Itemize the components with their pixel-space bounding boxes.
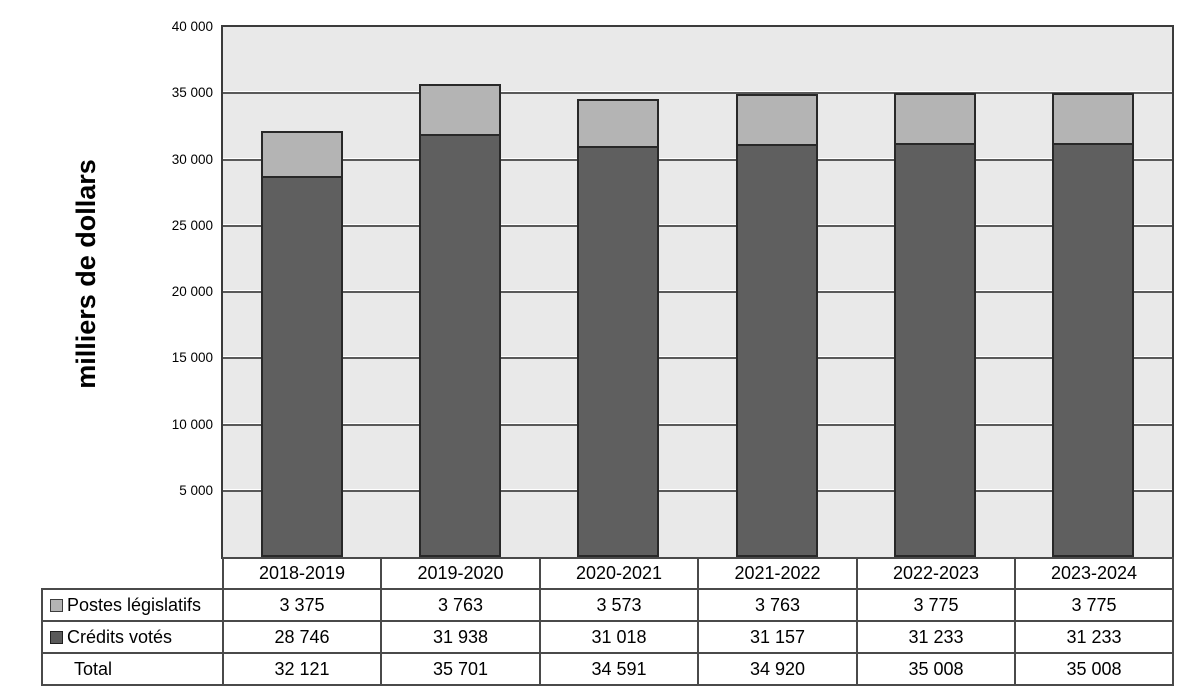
bar-2018-2019 <box>261 27 344 557</box>
legend-swatch-postes-legislatifs <box>50 598 63 612</box>
table-value-cell: 28 746 <box>222 620 382 654</box>
table-value-cell: 35 008 <box>1014 652 1174 686</box>
y-tick-label: 15 000 <box>171 350 213 366</box>
x-axis-category-cell: 2018-2019 <box>222 557 382 590</box>
bar-2022-2023 <box>893 27 976 557</box>
table-value-cell: 3 775 <box>1014 588 1174 622</box>
gridline <box>223 290 1172 293</box>
bar-segment-postes-legislatifs <box>1051 93 1134 146</box>
table-value-cell: 3 775 <box>856 588 1016 622</box>
table-row-label-text: Postes législatifs <box>67 594 202 615</box>
y-axis-title: milliers de dollars <box>71 159 101 389</box>
table-value-cell: 31 233 <box>1014 620 1174 654</box>
table-row-label-text: Total <box>74 658 113 679</box>
bar-segment-credits-votes <box>735 144 818 557</box>
table-row-label: Crédits votés <box>41 620 224 654</box>
y-tick-label: 25 000 <box>171 217 213 233</box>
x-axis-category-cell: 2022-2023 <box>856 557 1016 590</box>
table-value-cell: 31 938 <box>380 620 541 654</box>
bar-segment-credits-votes <box>577 146 660 557</box>
y-tick-label: 40 000 <box>171 19 213 34</box>
bar-segment-credits-votes <box>261 176 344 557</box>
bar-2020-2021 <box>577 27 660 557</box>
table-value-cell: 3 375 <box>222 588 382 622</box>
bar-segment-postes-legislatifs <box>893 93 976 146</box>
bar-2021-2022 <box>735 27 818 557</box>
bar-segment-postes-legislatifs <box>577 98 660 149</box>
table-row-label: Total <box>41 652 224 686</box>
legend-swatch-credits-votes <box>50 630 63 644</box>
x-axis-category-cell: 2020-2021 <box>539 557 699 590</box>
y-tick-label: 35 000 <box>171 85 213 101</box>
table-value-cell: 3 763 <box>380 588 541 622</box>
y-tick-label: 5 000 <box>179 482 213 498</box>
x-axis-category-cell: 2023-2024 <box>1014 557 1174 590</box>
bar-segment-credits-votes <box>419 133 502 557</box>
table-value-cell: 35 701 <box>380 652 541 686</box>
table-value-cell: 32 121 <box>222 652 382 686</box>
table-value-cell: 3 763 <box>697 588 858 622</box>
table-value-cell: 3 573 <box>539 588 699 622</box>
table-value-cell: 31 233 <box>856 620 1016 654</box>
bar-segment-credits-votes <box>1051 143 1134 557</box>
table-value-cell: 31 157 <box>697 620 858 654</box>
gridline <box>223 422 1172 426</box>
table-value-cell: 35 008 <box>856 652 1016 686</box>
bar-2023-2024 <box>1051 27 1134 557</box>
y-tick-label: 30 000 <box>171 151 213 167</box>
table-value-cell: 34 920 <box>697 652 858 686</box>
gridline <box>223 91 1172 95</box>
gridline <box>223 157 1172 161</box>
table-value-cell: 31 018 <box>539 620 699 654</box>
plot-area <box>221 25 1174 559</box>
table-row-label-text: Crédits votés <box>67 626 173 647</box>
gridline <box>223 223 1172 227</box>
gridline <box>223 488 1172 492</box>
bar-segment-postes-legislatifs <box>261 131 344 179</box>
table-row-label: Postes législatifs <box>41 588 224 622</box>
y-tick-label: 20 000 <box>171 284 213 299</box>
bar-segment-postes-legislatifs <box>735 94 818 147</box>
y-tick-label: 10 000 <box>171 416 213 432</box>
x-axis-category-cell: 2021-2022 <box>697 557 858 590</box>
table-value-cell: 34 591 <box>539 652 699 686</box>
bar-segment-postes-legislatifs <box>419 83 502 136</box>
gridline <box>223 356 1172 360</box>
bar-2019-2020 <box>419 27 502 557</box>
bar-segment-credits-votes <box>893 143 976 557</box>
x-axis-category-cell: 2019-2020 <box>380 557 541 590</box>
